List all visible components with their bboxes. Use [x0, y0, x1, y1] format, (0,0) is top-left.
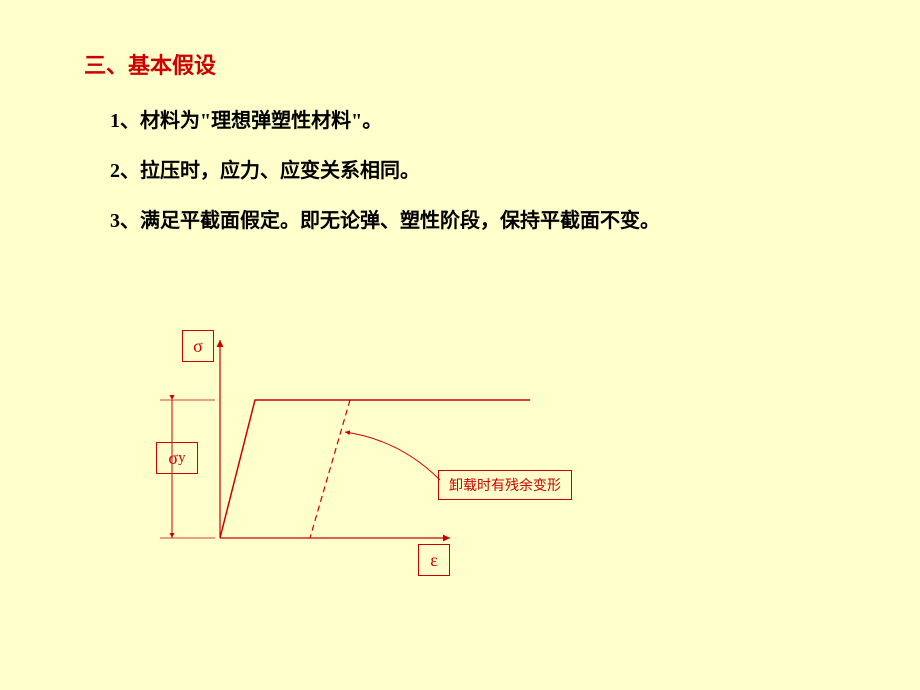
sigmay-label: σ [168, 448, 178, 469]
epsilon-label-box: ε [418, 544, 450, 576]
diagram-svg [150, 320, 670, 620]
stress-strain-curve [220, 400, 530, 538]
sigma-label-box: σ [182, 330, 214, 362]
sigmay-sub: y [178, 450, 186, 467]
assumption-3: 3、满足平截面假定。即无论弹、塑性阶段，保持平截面不变。 [110, 204, 660, 233]
epsilon-label: ε [430, 550, 438, 571]
section-title: 三、基本假设 [84, 48, 216, 80]
unload-note: 卸载时有残余变形 [449, 479, 561, 494]
sigmay-label-box: σy [156, 442, 198, 474]
unload-line [310, 400, 350, 538]
assumption-2: 2、拉压时，应力、应变关系相同。 [110, 154, 420, 183]
assumption-1: 1、材料为"理想弹塑性材料"。 [110, 104, 382, 133]
unload-note-box: 卸载时有残余变形 [438, 470, 572, 500]
stress-strain-diagram: σ σy ε 卸载时有残余变形 [150, 320, 670, 620]
sigma-label: σ [193, 336, 203, 357]
note-arrow [345, 432, 440, 480]
